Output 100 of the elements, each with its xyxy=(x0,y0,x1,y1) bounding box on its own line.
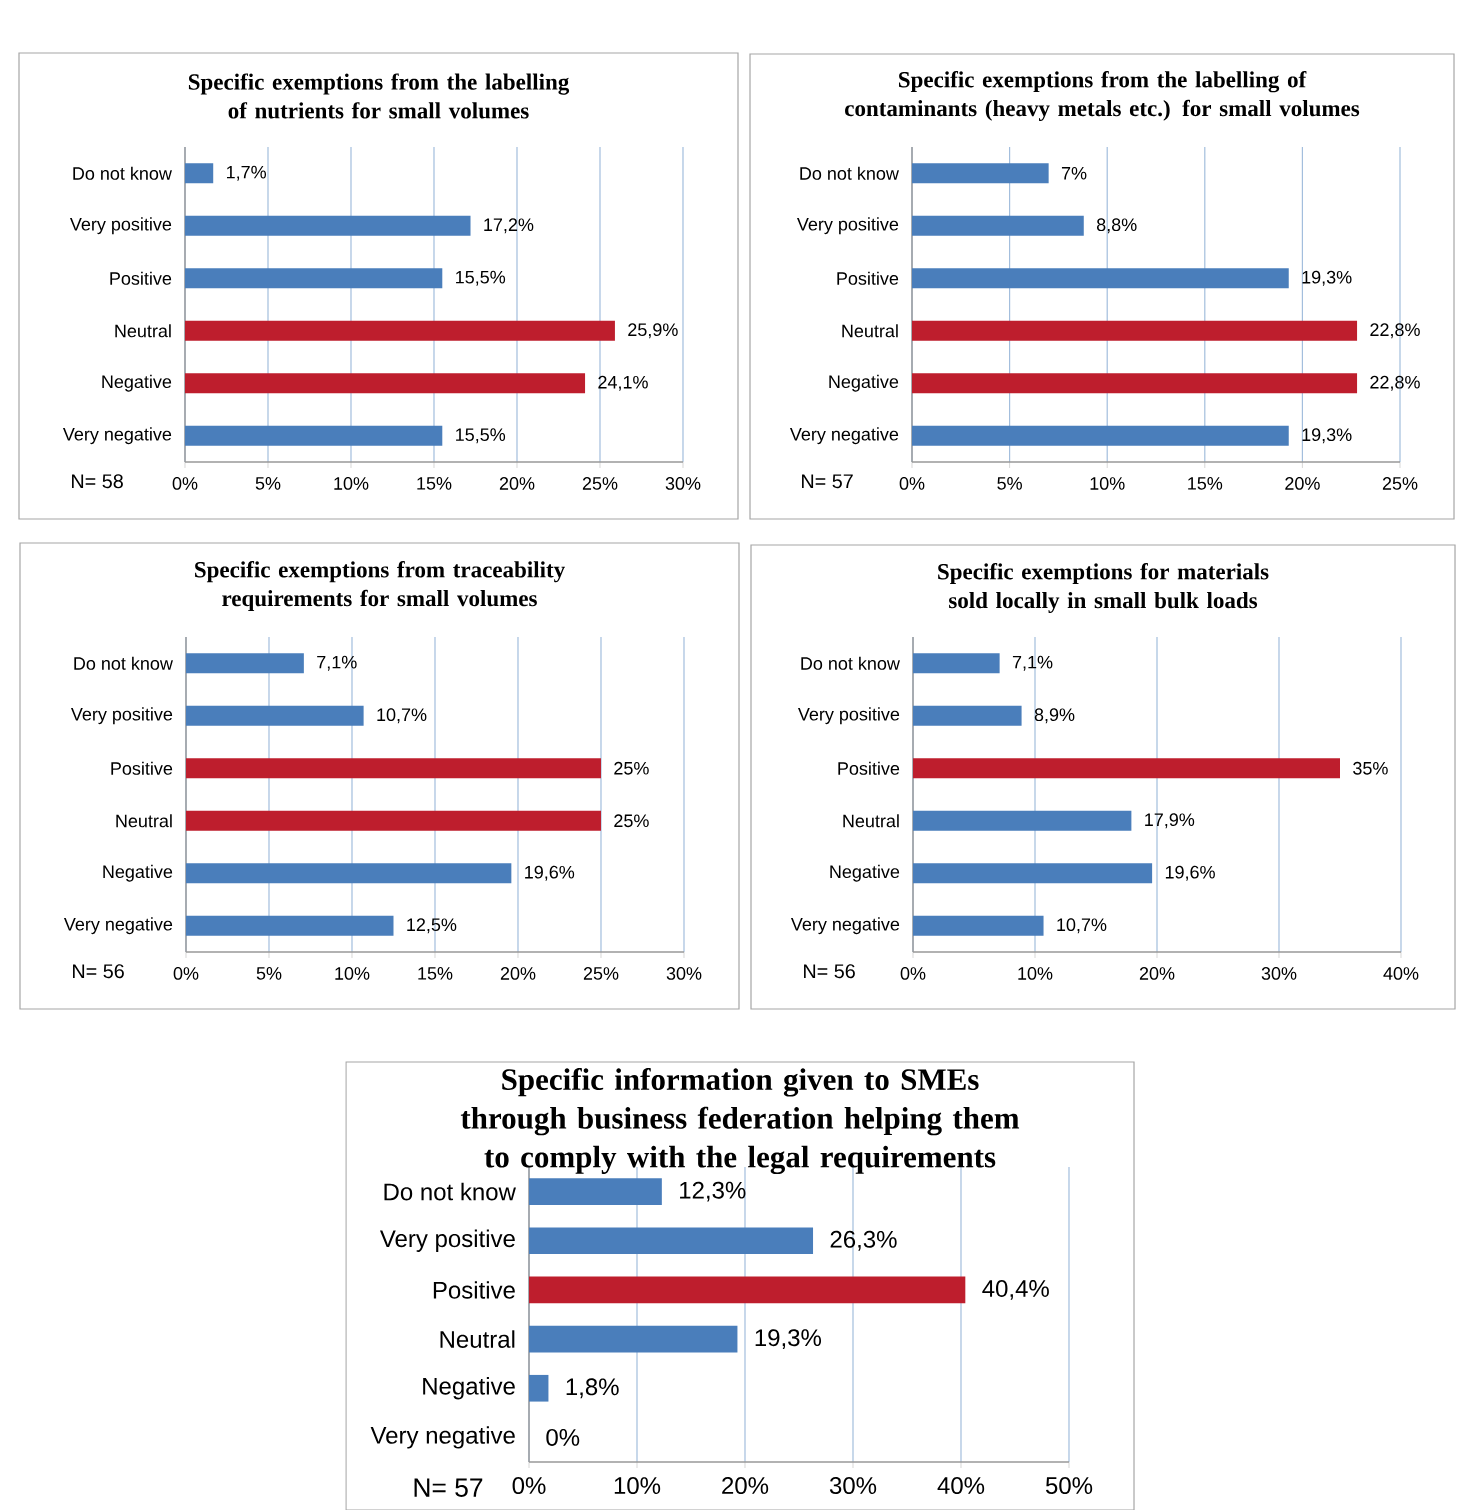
data-label: 22,8% xyxy=(1370,323,1420,339)
x-tick-label: 15% xyxy=(418,967,453,980)
bar xyxy=(912,163,1049,184)
bar xyxy=(184,373,586,394)
data-label: 26,3% xyxy=(830,1230,897,1251)
bar xyxy=(186,915,394,936)
data-label: 8,9% xyxy=(1034,708,1075,724)
y-tick-label: Neutral xyxy=(116,814,172,828)
bar xyxy=(912,425,1289,446)
x-tick-label: 15% xyxy=(417,477,452,490)
y-tick-label: Neutral xyxy=(115,324,171,338)
y-tick-label: Positive xyxy=(837,271,899,285)
x-tick-label: 0% xyxy=(173,967,199,980)
y-tick-label: Do not know xyxy=(384,1182,516,1201)
bar xyxy=(913,810,1132,831)
y-tick-label: Negative xyxy=(830,864,900,882)
bar xyxy=(912,215,1084,236)
bar xyxy=(184,320,615,341)
x-tick-label: 30% xyxy=(665,477,701,490)
x-tick-label: 25% xyxy=(1382,477,1418,490)
text: N= 56 xyxy=(804,964,855,979)
data-label: 17,9% xyxy=(1145,813,1195,829)
chart-title: Specific exemptions from the labelling of contaminants (heavy metals etc.) for small volumes xyxy=(845,71,1360,121)
data-label: 25% xyxy=(614,814,649,828)
bar xyxy=(529,1178,662,1205)
data-label: 19,3% xyxy=(755,1329,822,1350)
y-tick-label: Very negative xyxy=(790,917,900,935)
x-tick-label: 10% xyxy=(614,1477,661,1495)
x-tick-label: 0% xyxy=(512,1477,546,1495)
y-tick-label: Neutral xyxy=(843,814,899,828)
bar xyxy=(912,320,1358,341)
bar xyxy=(184,425,443,446)
x-tick-label: 20% xyxy=(1139,967,1175,980)
data-label: 25,9% xyxy=(628,323,678,339)
y-tick-label: Negative xyxy=(829,374,899,392)
bar xyxy=(184,268,443,289)
y-tick-label: Very negative xyxy=(63,917,173,935)
data-label: 15,5% xyxy=(456,270,506,286)
y-tick-label: Negative xyxy=(103,864,173,882)
data-label: 7% xyxy=(1061,166,1087,180)
y-tick-label: Do not know xyxy=(73,166,172,180)
data-label: 19,6% xyxy=(525,865,575,881)
y-tick-label: Neutral xyxy=(842,324,898,338)
x-tick-label: 0% xyxy=(900,967,926,980)
x-tick-label: 5% xyxy=(997,477,1022,490)
x-tick-label: 30% xyxy=(829,1477,877,1495)
data-label: 40,4% xyxy=(982,1280,1049,1300)
bar xyxy=(186,758,601,779)
x-tick-label: 20% xyxy=(499,477,535,490)
chart-title: Specific exemptions from traceability requirements for small volumes xyxy=(195,561,565,611)
bar xyxy=(913,705,1022,726)
y-tick-label: Very negative xyxy=(789,427,899,445)
y-tick-label: Very positive xyxy=(796,217,899,235)
text: N= 58 xyxy=(72,474,123,489)
y-tick-label: Do not know xyxy=(800,166,899,180)
x-tick-label: 0% xyxy=(899,477,925,490)
data-label: 0% xyxy=(546,1428,580,1446)
bar xyxy=(186,810,601,831)
y-tick-label: Positive xyxy=(111,761,173,775)
data-label: 15,5% xyxy=(456,428,506,444)
x-tick-label: 30% xyxy=(666,967,702,980)
bar xyxy=(913,915,1044,936)
y-tick-label: Very positive xyxy=(379,1229,515,1252)
chart-title: Specific information given to SMEs through business federation helping them to comply with the legal requirements xyxy=(460,1067,1020,1175)
y-tick-label: Positive xyxy=(433,1281,515,1299)
data-label: 25% xyxy=(614,761,649,775)
bar xyxy=(912,373,1358,394)
y-tick-label: Very positive xyxy=(797,707,900,725)
bar xyxy=(913,653,1000,674)
bar xyxy=(529,1374,549,1402)
x-tick-label: 10% xyxy=(1090,477,1125,490)
x-tick-label: 25% xyxy=(582,477,618,490)
x-tick-label: 40% xyxy=(1383,967,1419,980)
x-tick-label: 15% xyxy=(1188,477,1223,490)
data-label: 19,3% xyxy=(1302,270,1352,286)
x-tick-label: 50% xyxy=(1045,1477,1093,1495)
x-tick-label: 20% xyxy=(1285,477,1320,490)
data-label: 7,1% xyxy=(1012,655,1053,671)
bar xyxy=(186,705,364,726)
bar xyxy=(184,163,214,184)
y-tick-label: Positive xyxy=(838,761,900,775)
x-tick-label: 25% xyxy=(583,967,619,980)
y-tick-label: Negative xyxy=(102,374,172,392)
x-tick-label: 0% xyxy=(172,477,198,490)
bar xyxy=(913,863,1153,884)
x-tick-label: 10% xyxy=(335,967,370,980)
x-tick-label: 10% xyxy=(334,477,369,490)
data-label: 1,7% xyxy=(227,165,267,181)
x-tick-label: 20% xyxy=(500,967,536,980)
bar xyxy=(186,863,512,884)
x-tick-label: 30% xyxy=(1261,967,1297,980)
y-tick-label: Very positive xyxy=(69,217,172,235)
chart-title: Specific exemptions for materials sold locally in small bulk loads xyxy=(938,563,1269,613)
data-label: 1,8% xyxy=(566,1378,619,1399)
x-tick-label: 40% xyxy=(937,1477,985,1495)
y-tick-label: Do not know xyxy=(801,656,900,670)
data-label: 35% xyxy=(1353,761,1388,775)
data-label: 10,7% xyxy=(377,708,427,724)
x-tick-label: 5% xyxy=(256,967,282,980)
y-tick-label: Very negative xyxy=(370,1426,515,1449)
